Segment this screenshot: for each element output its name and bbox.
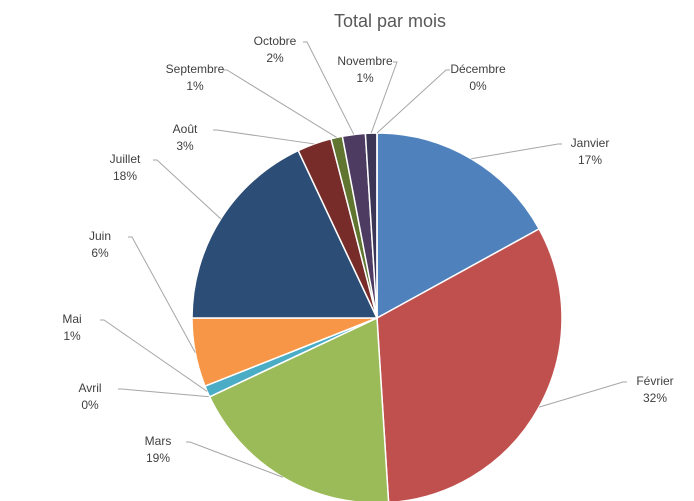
data-label-value: 6% bbox=[91, 246, 109, 260]
leader-line bbox=[376, 69, 450, 134]
leader-line bbox=[471, 143, 562, 160]
data-label-value: 0% bbox=[81, 398, 99, 412]
data-label-name: Mai bbox=[62, 312, 81, 326]
data-label-name: Avril bbox=[78, 381, 101, 395]
data-label-value: 0% bbox=[469, 79, 487, 93]
data-label-name: Septembre bbox=[166, 62, 225, 76]
data-label-name: Août bbox=[173, 122, 198, 136]
data-label-value: 3% bbox=[176, 139, 194, 153]
data-label-value: 19% bbox=[146, 451, 170, 465]
leader-line bbox=[303, 41, 355, 135]
data-label-value: 32% bbox=[643, 391, 667, 405]
data-label-value: 1% bbox=[356, 71, 374, 85]
pie-slice bbox=[376, 227, 563, 501]
data-label-value: 1% bbox=[63, 329, 81, 343]
data-label-name: Novembre bbox=[337, 54, 393, 68]
leader-line bbox=[100, 319, 208, 392]
leader-line bbox=[370, 61, 398, 134]
data-label-name: Octobre bbox=[254, 34, 297, 48]
leader-line bbox=[223, 69, 337, 138]
leader-line bbox=[153, 159, 222, 220]
leader-line bbox=[118, 388, 210, 398]
data-label-name: Janvier bbox=[571, 136, 610, 150]
leader-line bbox=[128, 236, 196, 353]
data-label-name: Juin bbox=[89, 229, 111, 243]
data-label-name: Décembre bbox=[450, 62, 506, 76]
data-label-name: Mars bbox=[145, 434, 172, 448]
leader-line bbox=[186, 441, 284, 478]
leader-line bbox=[538, 381, 627, 408]
data-label-name: Février bbox=[636, 374, 673, 388]
leader-line bbox=[213, 129, 315, 145]
data-label-value: 18% bbox=[113, 169, 137, 183]
data-label-name: Juillet bbox=[110, 152, 141, 166]
chart-title: Total par mois bbox=[334, 11, 446, 31]
data-label-value: 17% bbox=[578, 153, 602, 167]
data-label-value: 2% bbox=[266, 51, 284, 65]
pie-slice bbox=[191, 149, 379, 319]
data-label-value: 1% bbox=[186, 79, 204, 93]
